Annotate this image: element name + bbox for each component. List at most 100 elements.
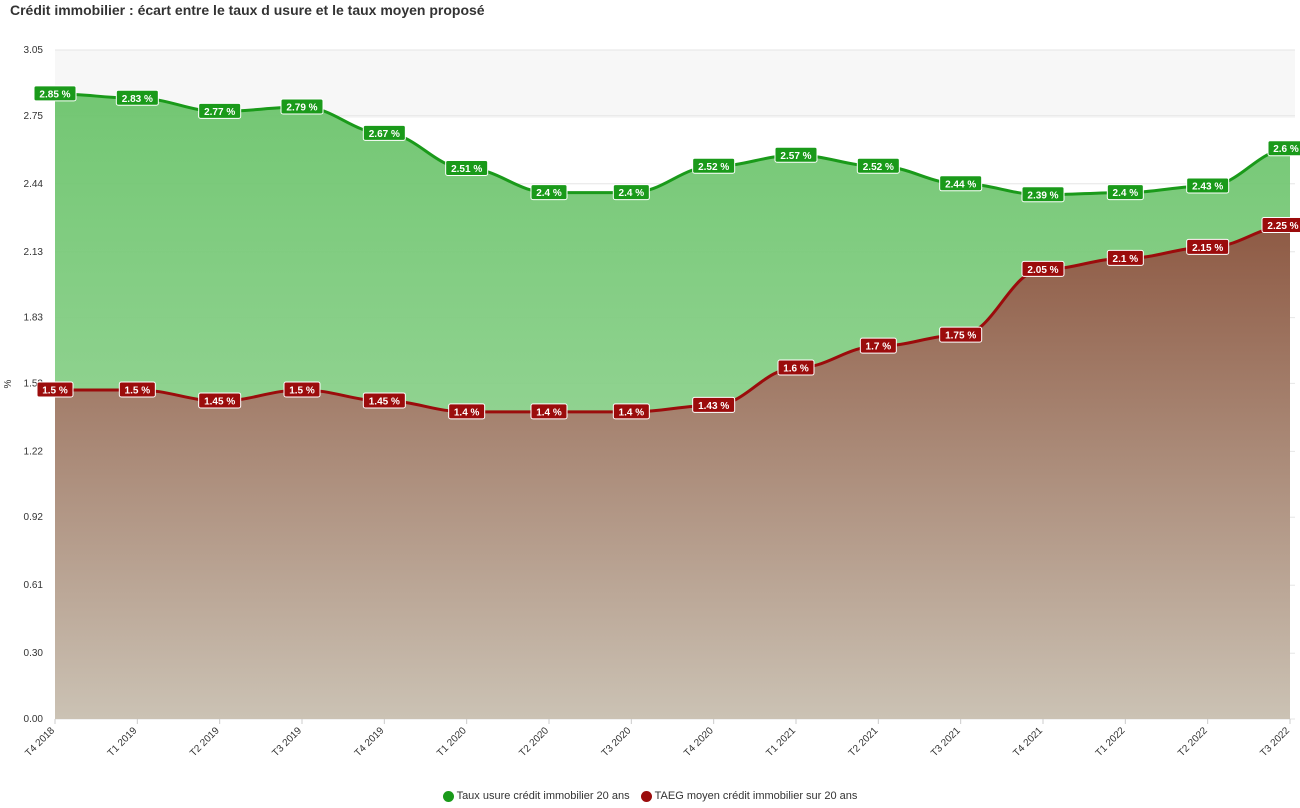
taux-usure-data-label-text: 2.4 % — [1113, 188, 1139, 199]
taux-usure-data-label-text: 2.77 % — [204, 107, 235, 118]
taeg-moyen-data-label: 1.5 % — [36, 381, 74, 398]
taux-usure-data-label-box — [1106, 184, 1144, 201]
series-lines — [54, 92, 1291, 414]
taeg-moyen-data-label-text: 1.7 % — [866, 342, 892, 353]
taux-usure-data-label: 2.67 % — [362, 124, 406, 141]
taux-usure-data-label-box — [692, 157, 736, 174]
taeg-moyen-data-label-box — [362, 392, 406, 409]
taeg-moyen-data-label-text: 1.6 % — [783, 364, 809, 375]
y-tick-label: 0.61 — [24, 580, 44, 591]
taeg-moyen-data-label: 1.6 % — [777, 359, 815, 376]
taeg-moyen-data-label: 2.05 % — [1021, 260, 1065, 277]
x-tick-label: T1 2021 — [764, 725, 798, 759]
legend-label: TAEG moyen crédit immobilier sur 20 ans — [654, 790, 858, 802]
taeg-moyen-data-label-box — [1021, 260, 1065, 277]
legend-item-usure[interactable]: Taux usure crédit immobilier 20 ans — [442, 790, 630, 802]
y-axis: 0.00 0.30 0.61 0.92 1.22 1.53 1.83 2.13 2.44 2.75… — [24, 45, 44, 725]
taux-usure-data-label: 2.43 % — [1186, 177, 1230, 194]
taux-usure-data-label-text: 2.4 % — [536, 188, 562, 199]
taeg-moyen-data-label-text: 1.5 % — [125, 385, 151, 396]
taeg-moyen-data-label-text: 2.25 % — [1267, 221, 1298, 232]
taeg-moyen-data-label-box — [1186, 238, 1230, 255]
x-tick-label: T1 2019 — [106, 725, 140, 759]
taux-usure-data-label-box — [198, 102, 242, 119]
legend: Taux usure crédit immobilier 20 ans TAEG… — [0, 790, 1300, 805]
taeg-moyen-data-label: 1.45 % — [198, 392, 242, 409]
taux-usure-data-label: 2.44 % — [939, 175, 983, 192]
taux-usure-data-label: 2.51 % — [445, 159, 489, 176]
taux-usure-data-label-text: 2.83 % — [122, 94, 153, 105]
taeg-moyen-data-label: 1.4 % — [612, 403, 650, 420]
taux-usure-data-label-box — [612, 184, 650, 201]
taeg-moyen-data-label-text: 1.75 % — [945, 331, 976, 342]
taux-usure-data-label-text: 2.44 % — [945, 179, 976, 190]
y-tick-label: 1.22 — [24, 446, 44, 457]
taeg-moyen-data-label: 1.43 % — [692, 396, 736, 413]
y-axis-label: % — [3, 379, 14, 388]
y-tick-label: 2.75 — [24, 111, 44, 122]
taeg-moyen-data-label-box — [448, 403, 486, 420]
chart-title: Crédit immobilier : écart entre le taux … — [10, 2, 485, 18]
taeg-moyen-data-label-text: 1.45 % — [204, 396, 235, 407]
line-taux-usure — [54, 92, 1291, 197]
taux-usure-data-label-text: 2.79 % — [286, 103, 317, 114]
x-tick-label: T3 2022 — [1258, 725, 1292, 759]
taeg-moyen-data-label-text: 2.1 % — [1113, 254, 1139, 265]
area-taeg-moyen — [55, 225, 1290, 719]
taux-usure-data-label-box — [1186, 177, 1230, 194]
taeg-moyen-data-label-box — [777, 359, 815, 376]
line-taeg-moyen — [55, 223, 1291, 414]
y-tick-label: 1.83 — [24, 313, 44, 324]
taux-usure-data-label-box — [774, 146, 818, 163]
legend-item-taeg[interactable]: TAEG moyen crédit immobilier sur 20 ans — [640, 790, 858, 802]
taux-usure-data-label-text: 2.43 % — [1192, 181, 1223, 192]
taeg-moyen-data-label-text: 1.45 % — [369, 396, 400, 407]
taux-usure-data-label-box — [33, 85, 77, 102]
x-tick-label: T1 2022 — [1094, 725, 1128, 759]
x-tick-label: T2 2022 — [1176, 725, 1210, 759]
taeg-moyen-data-label-text: 2.05 % — [1027, 265, 1058, 276]
taeg-moyen-data-label: 2.25 % — [1261, 216, 1300, 233]
plot-band-top — [55, 50, 1295, 118]
x-tick-label: T4 2020 — [682, 725, 716, 759]
x-tick-label: T3 2021 — [929, 725, 963, 759]
taeg-moyen-data-label-text: 1.4 % — [536, 407, 562, 418]
taeg-moyen-data-label-box — [692, 396, 736, 413]
taux-usure-data-label-text: 2.51 % — [451, 164, 482, 175]
taux-usure-data-label: 2.85 % — [33, 85, 77, 102]
taeg-moyen-data-label: 1.45 % — [362, 392, 406, 409]
taux-usure-data-label-box — [939, 175, 983, 192]
taux-usure-data-label-box — [115, 89, 159, 106]
taeg-moyen-data-label: 2.15 % — [1186, 238, 1230, 255]
taeg-moyen-data-label-box — [1106, 249, 1144, 266]
taeg-moyen-data-label-box — [118, 381, 156, 398]
taux-usure-data-label-box — [1021, 186, 1065, 203]
taux-usure-data-label: 2.77 % — [198, 102, 242, 119]
taux-usure-data-label: 2.4 % — [612, 184, 650, 201]
x-tick-label: T2 2019 — [188, 725, 222, 759]
taeg-moyen-data-label: 2.1 % — [1106, 249, 1144, 266]
x-tick-label: T3 2020 — [600, 725, 634, 759]
x-tick-label: T4 2021 — [1011, 725, 1045, 759]
taeg-moyen-data-label-box — [283, 381, 321, 398]
taux-usure-data-label-text: 2.52 % — [863, 162, 894, 173]
taux-usure-data-label: 2.52 % — [692, 157, 736, 174]
x-tick-label: T1 2020 — [435, 725, 469, 759]
y-tick-label: 0.92 — [24, 512, 44, 523]
taeg-moyen-data-label-box — [612, 403, 650, 420]
area-chart: 0.00 0.30 0.61 0.92 1.22 1.53 1.83 2.13 2.44 2.75… — [3, 45, 1300, 759]
y-tick-label: 3.05 — [24, 45, 44, 56]
taux-usure-data-label-box — [445, 159, 489, 176]
taux-usure-data-label: 2.39 % — [1021, 186, 1065, 203]
taux-usure-data-label: 2.52 % — [856, 157, 900, 174]
taux-usure-data-label-text: 2.4 % — [619, 188, 645, 199]
taeg-moyen-data-label-box — [1261, 216, 1300, 233]
taux-usure-data-label-box — [530, 184, 568, 201]
taeg-moyen-data-label-box — [36, 381, 74, 398]
legend-label: Taux usure crédit immobilier 20 ans — [456, 790, 630, 802]
taux-usure-data-label-text: 2.39 % — [1027, 190, 1058, 201]
taeg-moyen-data-label-text: 1.4 % — [454, 407, 480, 418]
legend-dot-red-icon — [640, 790, 652, 802]
taux-usure-data-label: 2.4 % — [530, 184, 568, 201]
taux-usure-data-label-text: 2.85 % — [39, 89, 70, 100]
